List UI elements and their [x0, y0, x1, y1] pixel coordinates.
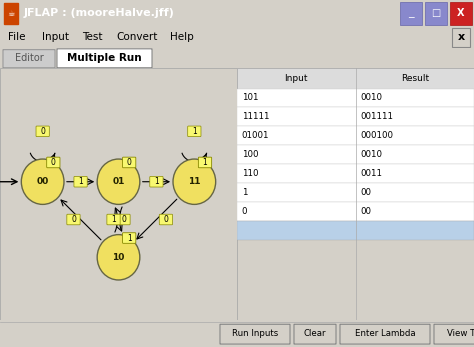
Text: Clear: Clear — [304, 329, 326, 338]
Text: 1: 1 — [127, 234, 132, 243]
Bar — [237, 183, 474, 202]
FancyBboxPatch shape — [36, 126, 49, 137]
Text: 00: 00 — [36, 177, 49, 186]
Text: 11: 11 — [188, 177, 201, 186]
Bar — [237, 88, 474, 108]
Circle shape — [21, 159, 64, 204]
FancyBboxPatch shape — [74, 176, 87, 187]
FancyBboxPatch shape — [3, 50, 55, 68]
Text: 0: 0 — [40, 127, 45, 136]
Circle shape — [97, 235, 140, 280]
Bar — [4, 3, 18, 24]
FancyBboxPatch shape — [67, 214, 80, 225]
Text: 1: 1 — [154, 177, 159, 186]
FancyBboxPatch shape — [199, 157, 211, 168]
Text: 0011: 0011 — [360, 169, 382, 178]
FancyBboxPatch shape — [294, 324, 336, 344]
Bar — [237, 126, 474, 145]
FancyBboxPatch shape — [159, 214, 173, 225]
Text: 01001: 01001 — [242, 131, 269, 140]
Text: JFLAP : (mooreHalve.jff): JFLAP : (mooreHalve.jff) — [24, 8, 175, 18]
FancyBboxPatch shape — [122, 157, 136, 168]
Text: 00: 00 — [360, 207, 371, 216]
Bar — [452, 28, 470, 47]
Text: View Trace: View Trace — [447, 329, 474, 338]
Text: Input: Input — [284, 74, 308, 83]
Text: _: _ — [408, 8, 414, 18]
Bar — [237, 221, 474, 240]
Text: Convert: Convert — [117, 33, 158, 42]
Text: 0010: 0010 — [360, 150, 382, 159]
Text: File: File — [8, 33, 26, 42]
FancyBboxPatch shape — [117, 214, 130, 225]
Text: 100: 100 — [242, 150, 258, 159]
Text: 1: 1 — [78, 177, 83, 186]
Text: 101: 101 — [242, 93, 258, 102]
Circle shape — [97, 159, 140, 204]
Bar — [237, 145, 474, 164]
FancyBboxPatch shape — [188, 126, 201, 137]
Text: 0010: 0010 — [360, 93, 382, 102]
FancyBboxPatch shape — [46, 157, 60, 168]
FancyBboxPatch shape — [57, 49, 152, 68]
Text: 0: 0 — [71, 215, 76, 224]
Text: 000100: 000100 — [360, 131, 393, 140]
Bar — [425, 2, 447, 25]
Text: □: □ — [431, 8, 441, 18]
Bar — [400, 2, 422, 25]
Text: 1: 1 — [111, 215, 116, 224]
Bar — [237, 68, 474, 88]
Text: 0: 0 — [127, 158, 132, 167]
FancyBboxPatch shape — [434, 324, 474, 344]
FancyBboxPatch shape — [340, 324, 430, 344]
Bar — [450, 2, 472, 25]
Text: Result: Result — [401, 74, 429, 83]
Text: 0: 0 — [51, 158, 56, 167]
Text: 01: 01 — [112, 177, 125, 186]
Text: ☕: ☕ — [7, 9, 15, 18]
Text: 0: 0 — [164, 215, 168, 224]
FancyBboxPatch shape — [150, 176, 163, 187]
FancyBboxPatch shape — [107, 214, 120, 225]
Text: Run Inputs: Run Inputs — [232, 329, 278, 338]
Bar — [237, 164, 474, 183]
Text: Input: Input — [42, 33, 69, 42]
Text: 0: 0 — [121, 215, 126, 224]
Bar — [237, 202, 474, 221]
Text: Test: Test — [82, 33, 103, 42]
Text: 001111: 001111 — [360, 112, 393, 121]
Text: Editor: Editor — [15, 53, 44, 63]
Text: Multiple Run: Multiple Run — [67, 53, 141, 63]
Text: 1: 1 — [192, 127, 197, 136]
Text: 10: 10 — [112, 253, 125, 262]
Text: X: X — [457, 8, 465, 18]
Text: 0: 0 — [242, 207, 247, 216]
Text: Enter Lambda: Enter Lambda — [355, 329, 415, 338]
FancyBboxPatch shape — [122, 233, 136, 243]
Text: Help: Help — [170, 33, 194, 42]
Text: 1: 1 — [242, 188, 247, 197]
Text: 1: 1 — [202, 158, 208, 167]
Bar — [237, 108, 474, 126]
Text: x: x — [457, 33, 465, 42]
Text: 110: 110 — [242, 169, 258, 178]
Text: 00: 00 — [360, 188, 371, 197]
Text: 11111: 11111 — [242, 112, 269, 121]
Circle shape — [173, 159, 216, 204]
FancyBboxPatch shape — [220, 324, 290, 344]
